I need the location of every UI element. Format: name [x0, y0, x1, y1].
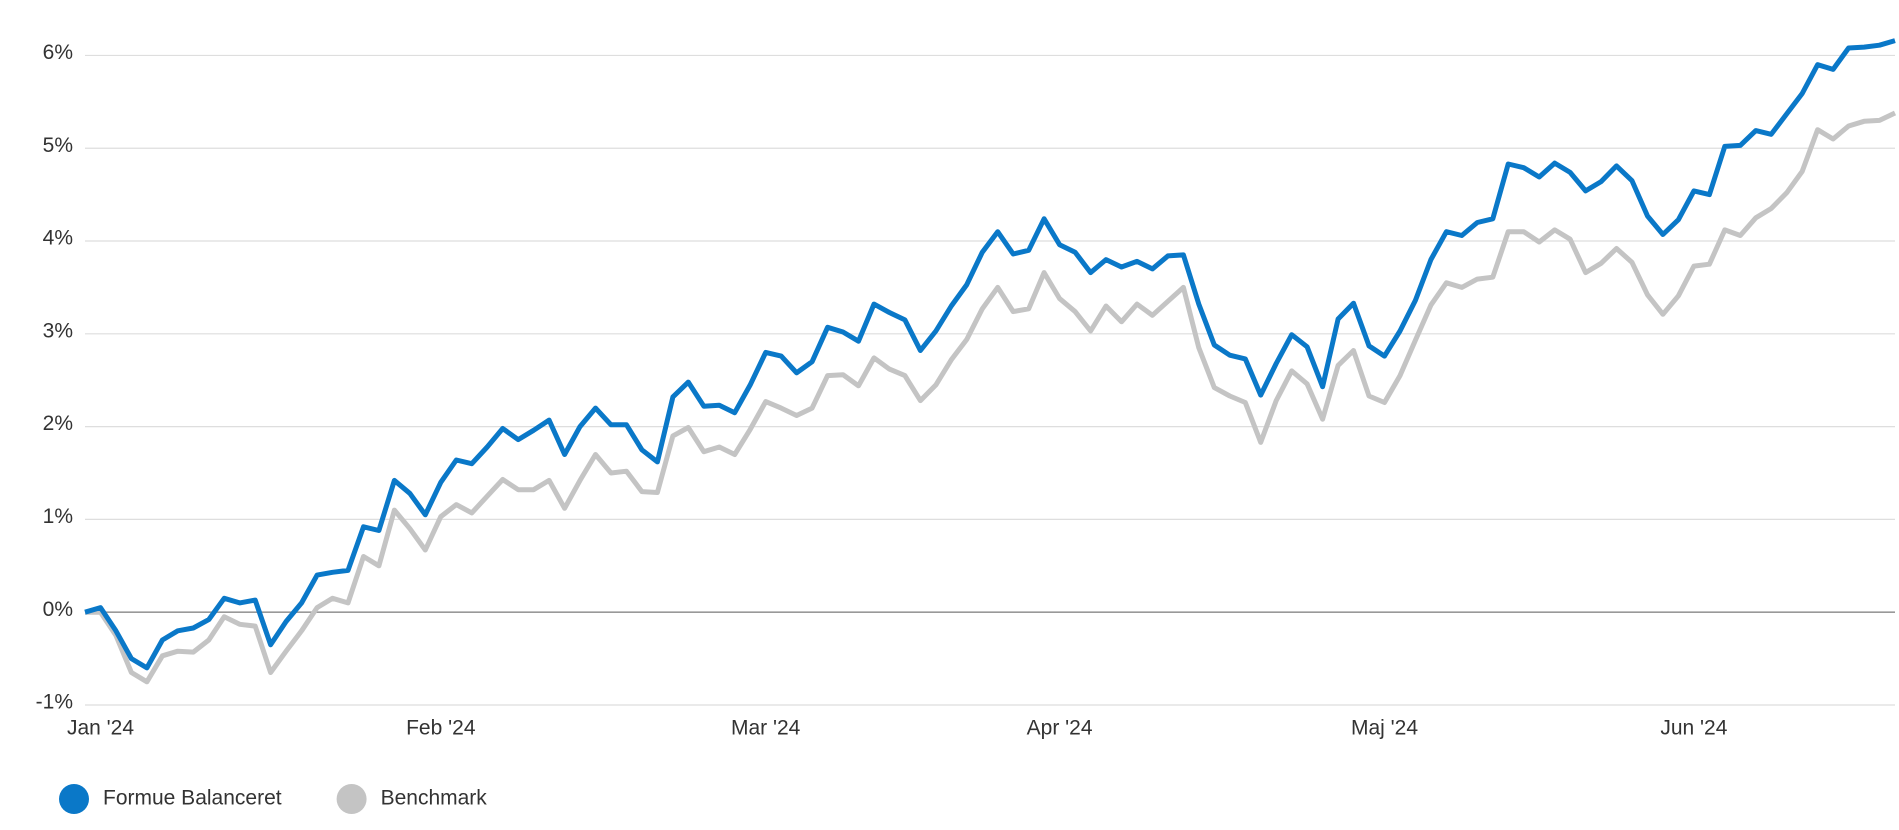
y-tick-label: 5% [43, 134, 73, 157]
y-tick-label: 1% [43, 505, 73, 528]
y-tick-label: 6% [43, 41, 73, 64]
legend-label: Benchmark [381, 787, 488, 810]
x-tick-label: Feb '24 [406, 717, 476, 740]
y-tick-label: 4% [43, 227, 73, 250]
legend-label: Formue Balanceret [103, 787, 282, 810]
series-line [84, 38, 1896, 671]
x-tick-label: Mar '24 [731, 717, 801, 740]
y-tick-label: -1% [36, 691, 73, 714]
y-tick-label: 2% [43, 412, 73, 435]
x-tick-label: Jan '24 [67, 717, 134, 740]
y-tick-label: 3% [43, 319, 73, 342]
series-line [85, 110, 1897, 685]
x-tick-label: Maj '24 [1351, 717, 1418, 740]
legend-swatch [336, 784, 367, 814]
legend-swatch [59, 784, 89, 814]
x-tick-label: Apr '24 [1027, 717, 1093, 740]
y-tick-label: 0% [43, 598, 73, 621]
x-tick-label: Jun '24 [1660, 717, 1727, 740]
